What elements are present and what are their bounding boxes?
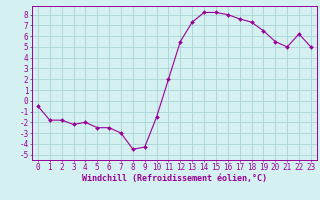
X-axis label: Windchill (Refroidissement éolien,°C): Windchill (Refroidissement éolien,°C)	[82, 174, 267, 183]
